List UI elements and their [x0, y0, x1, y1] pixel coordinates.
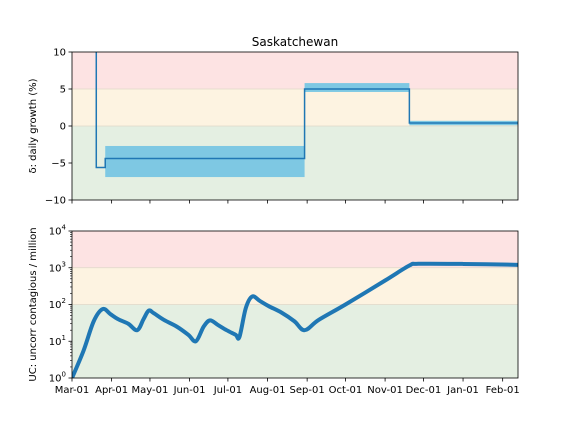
top-x-ticks [71, 200, 504, 204]
contagious-panel: 100 101 102 103 104 Mar-01 Apr-01 May-01 Jun-01… [28, 224, 520, 397]
top-y-axis-label: δ: daily growth (%) [28, 78, 39, 173]
x-tick-label: Mar-01 [55, 385, 90, 396]
bottom-zone-band-1 [72, 267, 518, 305]
x-tick-label: May-01 [132, 385, 169, 396]
x-tick-label: Oct-01 [329, 385, 363, 396]
bottom-x-ticks: Mar-01 Apr-01 May-01 Jun-01 Jul-01 Aug-01 Sep-… [55, 378, 520, 396]
growth-rate-panel: 10 5 0 −5 −10 Saskatchewan δ: daily growth (… [28, 35, 519, 207]
x-tick-label: Jun-01 [173, 385, 206, 396]
top-y-tick-label: 5 [60, 85, 66, 96]
x-tick-label: Jul-01 [213, 385, 242, 396]
top-y-tick-label: 0 [60, 122, 66, 133]
x-tick-label: Dec-01 [406, 385, 442, 396]
bottom-zone-band-0 [72, 231, 518, 268]
chart-title: Saskatchewan [252, 35, 338, 49]
contagious-line-0 [72, 261, 518, 378]
x-tick-label: Sep-01 [290, 385, 325, 396]
x-tick-label: Nov-01 [367, 385, 403, 396]
bottom-zone-lines [72, 267, 518, 305]
top-zone-band-1 [72, 89, 518, 126]
bottom-y-tick-label: 100 [49, 371, 66, 385]
bottom-zone-band-2 [72, 304, 518, 378]
top-y-ticks: 10 5 0 −5 −10 [45, 48, 72, 207]
top-zone-lines [72, 88, 518, 127]
bottom-y-tick-label: 103 [49, 260, 66, 274]
bottom-y-axis-label: UC: uncorr contagious / million [28, 227, 39, 381]
bottom-y-tick-label: 104 [49, 224, 67, 238]
top-series-group [95, 52, 518, 169]
x-tick-label: Jan-01 [446, 385, 479, 396]
top-y-tick-label: 10 [53, 48, 66, 59]
top-y-tick-label: −5 [51, 159, 66, 170]
confidence-band-0 [105, 145, 305, 178]
bottom-series-group [72, 261, 518, 378]
confidence-band-1 [304, 83, 410, 92]
top-confidence-bands [105, 83, 518, 178]
x-tick-label: Aug-01 [250, 385, 286, 396]
x-tick-label: Apr-01 [95, 385, 128, 396]
top-zone-band-0 [72, 52, 518, 89]
top-y-tick-label: −10 [45, 196, 66, 207]
bottom-y-ticks: 100 101 102 103 104 [49, 224, 72, 385]
x-tick-label: Feb-01 [486, 385, 520, 396]
bottom-y-tick-label: 101 [49, 334, 66, 348]
growth-rate-line-0 [95, 52, 518, 169]
bottom-y-tick-label: 102 [49, 297, 66, 311]
